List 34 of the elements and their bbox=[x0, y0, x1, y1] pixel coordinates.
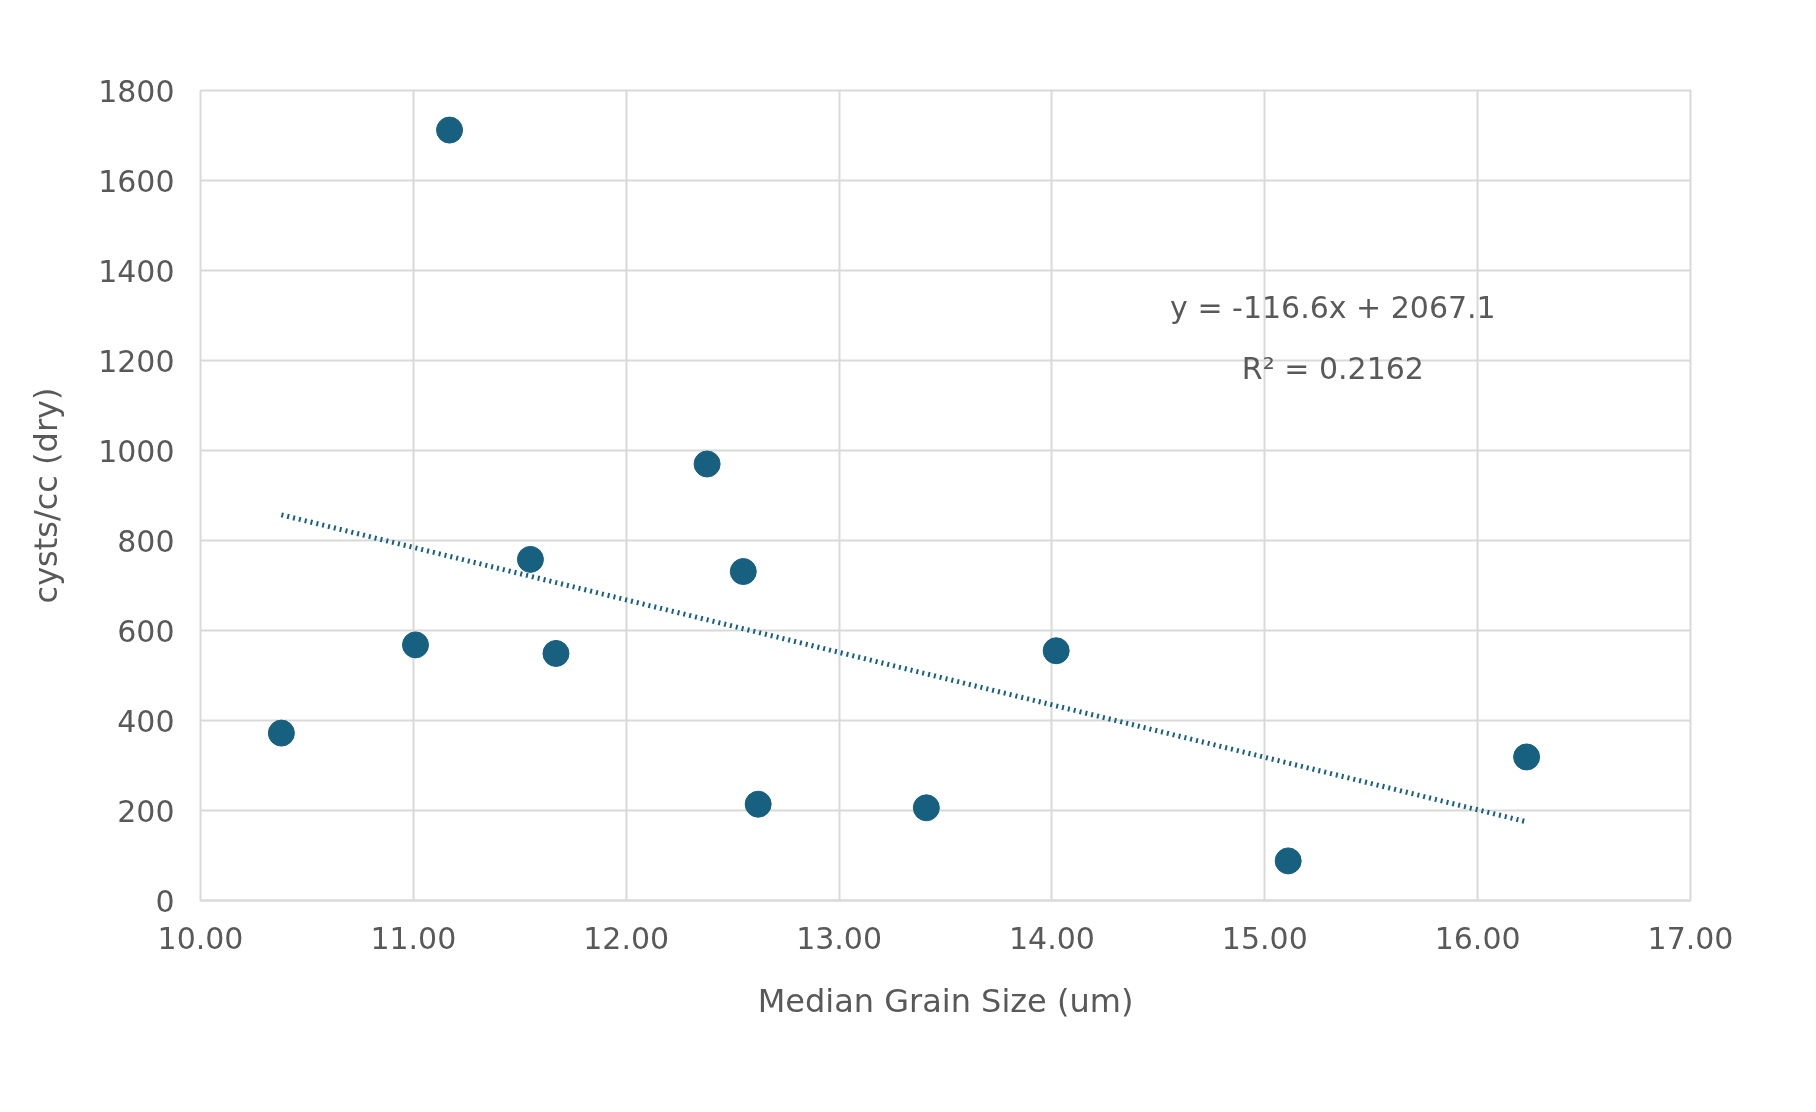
y-tick-label: 1600 bbox=[98, 163, 175, 199]
y-tick-label: 1000 bbox=[98, 433, 175, 469]
point bbox=[1513, 743, 1541, 771]
annotation: y = -116.6x + 2067.1 bbox=[1170, 290, 1496, 326]
y-tick-label: 0 bbox=[155, 883, 175, 919]
x-tick-label: 10.00 bbox=[157, 920, 244, 956]
point bbox=[516, 545, 544, 573]
y-tick-label: 1800 bbox=[98, 73, 175, 109]
point bbox=[267, 719, 295, 747]
annotation: R² = 0.2162 bbox=[1241, 351, 1424, 387]
y-tick-label: 400 bbox=[117, 703, 175, 739]
point bbox=[729, 558, 757, 586]
point bbox=[401, 631, 429, 659]
x-tick-label: 13.00 bbox=[796, 920, 883, 956]
y-tick-label: 800 bbox=[117, 523, 175, 559]
x-tick-label: 12.00 bbox=[583, 920, 670, 956]
y-axis-title: cysts/cc (dry) bbox=[27, 387, 66, 604]
point bbox=[744, 790, 772, 818]
y-tick-label: 200 bbox=[117, 793, 175, 829]
y-tick-label: 1400 bbox=[98, 253, 175, 289]
point bbox=[693, 450, 721, 478]
y-tick-label: 1200 bbox=[98, 343, 175, 379]
point bbox=[542, 639, 570, 667]
x-tick-label: 16.00 bbox=[1434, 920, 1521, 956]
point bbox=[912, 794, 940, 822]
y-tick-label: 600 bbox=[117, 613, 175, 649]
point bbox=[1042, 637, 1070, 665]
x-axis-title: Median Grain Size (um) bbox=[757, 981, 1134, 1020]
point bbox=[1274, 847, 1302, 875]
x-tick-label: 11.00 bbox=[370, 920, 457, 956]
point bbox=[436, 116, 464, 144]
x-tick-label: 17.00 bbox=[1647, 920, 1734, 956]
x-tick-label: 15.00 bbox=[1221, 920, 1308, 956]
x-tick-label: 14.00 bbox=[1008, 920, 1095, 956]
